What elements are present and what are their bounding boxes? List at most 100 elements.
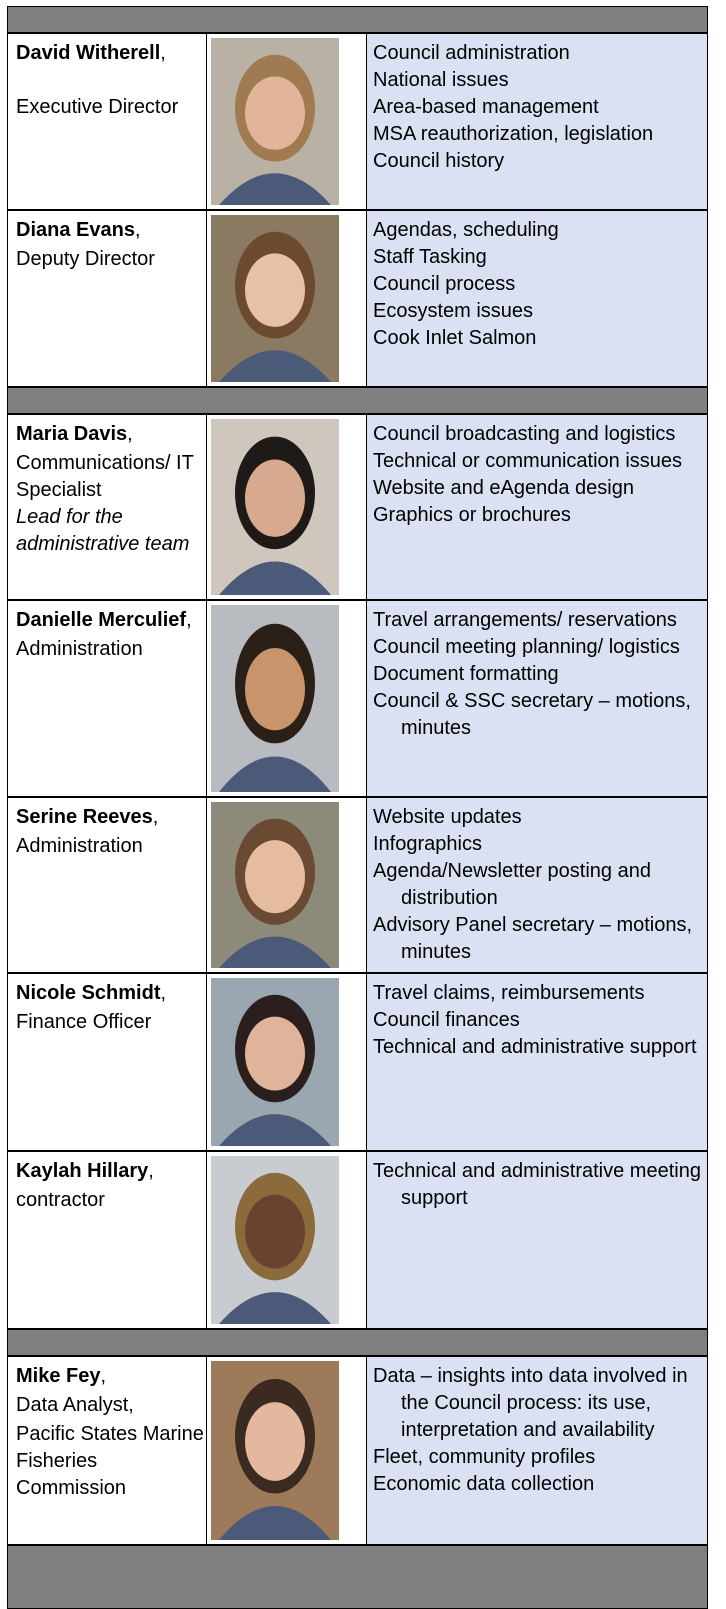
name-line: Diana Evans,	[16, 217, 206, 244]
name-line: Mike Fey,	[16, 1363, 206, 1390]
duties-cell: Travel claims, reimbursements Council fin…	[366, 974, 707, 1150]
comma: ,	[152, 806, 159, 828]
name-cell: Diana Evans, Deputy Director	[8, 211, 206, 386]
staff-photo	[211, 1361, 339, 1540]
name-cell: Serine Reeves, Administration	[8, 798, 206, 972]
name-line: Danielle Merculief,	[16, 607, 206, 634]
name-cell: Kaylah Hillary, contractor	[8, 1152, 206, 1328]
staff-role: Administration	[16, 835, 143, 857]
section-band	[7, 387, 708, 414]
photo-cell	[206, 415, 366, 599]
duty-item: Agenda/Newsletter posting and distributi…	[373, 860, 651, 909]
staff-photo	[211, 38, 339, 205]
duties-cell: Technical and administrative meeting sup…	[366, 1152, 707, 1328]
duty-item: Fleet, community profiles	[373, 1446, 596, 1468]
lead-note: Lead for the administrative team	[16, 506, 190, 555]
duty-item: Infographics	[373, 833, 482, 855]
staff-name: Kaylah Hillary	[16, 1160, 149, 1182]
photo-cell	[206, 601, 366, 796]
staff-row: David Witherell, Executive Director Counc…	[7, 33, 708, 210]
comma: ,	[127, 423, 133, 445]
staff-name: Serine Reeves	[16, 806, 153, 828]
duties-cell: Website updates Infographics Agenda/Newsle…	[366, 798, 707, 972]
staff-role: Data Analyst,	[16, 1394, 134, 1416]
duty-item: Travel claims, reimbursements	[373, 982, 645, 1004]
duty-item: Council process	[373, 273, 516, 295]
name-cell: Mike Fey, Data Analyst, Pacific States Mar…	[8, 1357, 206, 1544]
staff-row: Maria Davis, Communications/ IT Specialis…	[7, 414, 708, 600]
duty-item: Staff Tasking	[373, 246, 487, 268]
photo-cell	[206, 34, 366, 209]
duties-cell: Travel arrangements/ reservations Council…	[366, 601, 707, 796]
name-line: Maria Davis,	[16, 421, 206, 448]
duty-item: Website and eAgenda design	[373, 477, 634, 499]
photo-cell	[206, 1152, 366, 1328]
staff-row: Kaylah Hillary, contractor Technical and …	[7, 1151, 708, 1329]
duties-cell: Data – insights into data involved in th…	[366, 1357, 707, 1544]
photo-cell	[206, 211, 366, 386]
staff-photo	[211, 802, 339, 968]
duty-item: Council & SSC secretary – motions, minut…	[373, 690, 691, 739]
comma: ,	[160, 42, 166, 64]
duty-item: Graphics or brochures	[373, 504, 571, 526]
duty-item: Economic data collection	[373, 1473, 595, 1495]
name-line: Serine Reeves,	[16, 804, 206, 831]
duty-item: Cook Inlet Salmon	[373, 327, 537, 349]
duty-item: Council meeting planning/ logistics	[373, 636, 680, 658]
name-cell: David Witherell, Executive Director	[8, 34, 206, 209]
staff-role: Pacific States Marine Fisheries Commissi…	[16, 1423, 204, 1499]
comma: ,	[186, 609, 192, 631]
duty-item: Document formatting	[373, 663, 559, 685]
name-cell: Nicole Schmidt, Finance Officer	[8, 974, 206, 1150]
staff-name: Nicole Schmidt	[16, 982, 161, 1004]
staff-name: Diana Evans	[16, 219, 135, 241]
duty-item: Technical and administrative meeting sup…	[373, 1160, 701, 1209]
duty-item: Technical or communication issues	[373, 450, 683, 472]
duty-item: Advisory Panel secretary – motions, minu…	[373, 914, 693, 963]
staff-photo	[211, 1156, 339, 1324]
name-line: Kaylah Hillary,	[16, 1158, 206, 1185]
name-cell: Maria Davis, Communications/ IT Specialis…	[8, 415, 206, 599]
staff-row: Nicole Schmidt, Finance Officer Travel cl…	[7, 973, 708, 1151]
section-band	[7, 1329, 708, 1356]
staff-row: Danielle Merculief, Administration Travel…	[7, 600, 708, 797]
staff-role: contractor	[16, 1189, 105, 1211]
duty-item: Ecosystem issues	[373, 300, 534, 322]
staff-role: Deputy Director	[16, 248, 155, 270]
name-line: Nicole Schmidt,	[16, 980, 206, 1007]
staff-row: Serine Reeves, Administration Website upd…	[7, 797, 708, 973]
staff-row: Mike Fey, Data Analyst, Pacific States Mar…	[7, 1356, 708, 1545]
comma: ,	[148, 1160, 154, 1182]
photo-cell	[206, 798, 366, 972]
duty-item: MSA reauthorization, legislation	[373, 123, 654, 145]
photo-cell	[206, 1357, 366, 1544]
duty-item: National issues	[373, 69, 509, 91]
staff-role: Executive Director	[16, 96, 179, 118]
comma: ,	[160, 982, 167, 1004]
staff-name: David Witherell	[16, 42, 161, 64]
staff-role: Administration	[16, 638, 143, 660]
duties-cell: Council broadcasting and logistics Techni…	[366, 415, 707, 599]
duty-item: Agendas, scheduling	[373, 219, 559, 241]
section-band	[7, 1545, 708, 1609]
photo-cell	[206, 974, 366, 1150]
duty-item: Area-based management	[373, 96, 599, 118]
staff-photo	[211, 978, 339, 1146]
name-line: David Witherell,	[16, 40, 206, 67]
staff-name: Mike Fey	[16, 1365, 101, 1387]
duties-cell: Agendas, scheduling Staff Tasking Council …	[366, 211, 707, 386]
duty-item: Technical and administrative support	[373, 1036, 697, 1058]
staff-role: Communications/ IT Specialist	[16, 452, 194, 501]
duty-item: Website updates	[373, 806, 522, 828]
staff-photo	[211, 605, 339, 792]
staff-name: Danielle Merculief	[16, 609, 187, 631]
staff-name: Maria Davis	[16, 423, 128, 445]
comma: ,	[134, 219, 141, 241]
duty-item: Council finances	[373, 1009, 520, 1031]
staff-role: Finance Officer	[16, 1011, 152, 1033]
duties-cell: Council administration National issues Are…	[366, 34, 707, 209]
staff-row: Diana Evans, Deputy Director Agendas, sch…	[7, 210, 708, 387]
duty-item: Travel arrangements/ reservations	[373, 609, 677, 631]
staff-photo	[211, 215, 339, 382]
